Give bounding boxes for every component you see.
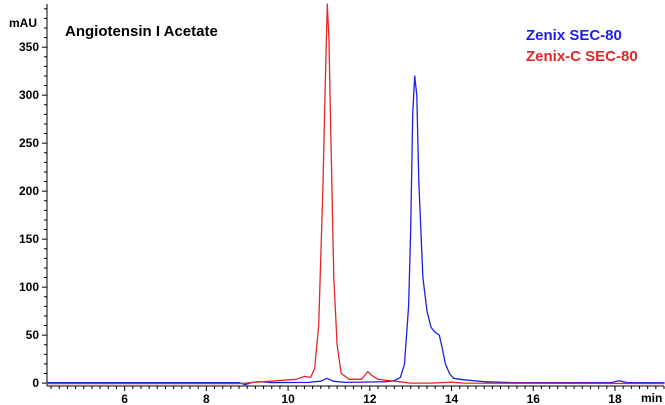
legend-entry-zenix-sec-80: Zenix SEC-80 xyxy=(526,27,622,44)
series-line-zenix-c-sec-80 xyxy=(46,3,665,385)
x-tick-label: 6 xyxy=(121,392,128,405)
y-tick-label: 200 xyxy=(19,184,39,198)
y-tick-label: 350 xyxy=(19,40,39,54)
y-tick-label: 150 xyxy=(19,232,39,246)
x-tick-label: 12 xyxy=(363,392,377,405)
x-tick-label: 18 xyxy=(608,392,622,405)
series-line-zenix-sec-80 xyxy=(46,75,665,386)
axes: 0 50 100 150 200 250 300 350 6 8 10 12 14 16 18 xyxy=(19,4,665,405)
x-tick-label: 16 xyxy=(527,392,541,405)
x-tick-label: 10 xyxy=(281,392,295,405)
y-axis-unit: mAU xyxy=(9,16,37,30)
series-layer xyxy=(46,3,665,386)
y-tick-label: 100 xyxy=(19,280,39,294)
y-tick-label: 250 xyxy=(19,136,39,150)
y-tick-label: 0 xyxy=(32,376,39,390)
x-tick-label: 8 xyxy=(203,392,210,405)
chart-title: Angiotensin I Acetate xyxy=(65,23,218,40)
legend-entry-zenix-c-sec-80: Zenix-C SEC-80 xyxy=(526,48,638,65)
x-tick-label: 14 xyxy=(445,392,459,405)
y-tick-label: 50 xyxy=(26,328,40,342)
x-axis-unit: min xyxy=(641,391,662,405)
y-tick-label: 300 xyxy=(19,88,39,102)
